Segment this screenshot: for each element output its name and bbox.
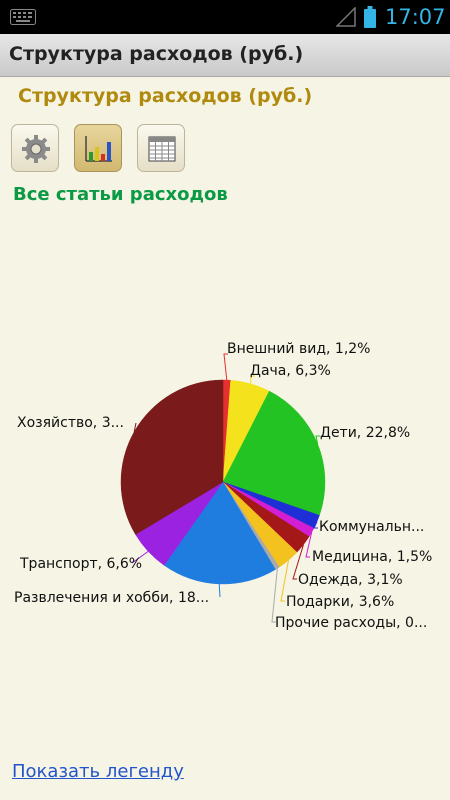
show-legend-link[interactable]: Показать легенду (12, 761, 184, 782)
pie-slice-label: Медицина, 1,5% (312, 549, 432, 565)
window-title: Структура расходов (руб.) (9, 43, 304, 65)
pie-leader-line (271, 568, 278, 623)
page-heading: Структура расходов (руб.) (18, 85, 313, 107)
pie-slice-label: Коммунальн... (319, 519, 424, 535)
pie-slice-label: Хозяйство, 3... (17, 415, 124, 431)
pie-leader-line (223, 353, 228, 381)
expense-pie-chart: Внешний вид, 1,2% Дача, 6,3% Дети, 22,8% Ко… (14, 341, 432, 631)
pie-slice-label: Транспорт, 6,6% (19, 556, 142, 572)
table-view-button[interactable] (137, 124, 185, 172)
pie-leader-line (315, 435, 320, 444)
pie-slice-label: Дача, 6,3% (250, 363, 331, 379)
pie-slice-label: Развлечения и хобби, 18... (14, 590, 209, 606)
pie-slice-label: Подарки, 3,6% (286, 594, 394, 610)
battery-icon (364, 6, 376, 28)
pie-leader-line (292, 544, 304, 580)
pie-leader-line (250, 375, 255, 384)
pie-leader-line (218, 583, 221, 598)
keyboard-icon (10, 9, 36, 25)
clock: 17:07 (385, 5, 446, 29)
pie-leader-line (280, 560, 289, 602)
settings-button[interactable] (11, 124, 59, 172)
table-grid-icon (148, 136, 176, 162)
pie-slice-label: Дети, 22,8% (320, 425, 410, 441)
pie-slice-label: Прочие расходы, 0... (275, 615, 427, 631)
pie-leader-line (313, 521, 318, 529)
pie-slice-label: Одежда, 3,1% (298, 572, 403, 588)
pie-slice[interactable] (120, 379, 224, 535)
bar-chart-icon (85, 136, 112, 162)
chart-view-button[interactable] (74, 124, 122, 172)
pie-leader-line (131, 550, 149, 564)
pie-slice[interactable] (163, 481, 276, 585)
pie-leader-line (305, 532, 313, 558)
gear-icon (22, 135, 50, 163)
pie-leader-line (133, 422, 137, 432)
section-title: Все статьи расходов (13, 184, 228, 205)
status-bar: 17:07 (0, 0, 450, 34)
pie-slice-label: Внешний вид, 1,2% (227, 341, 370, 357)
signal-icon (336, 7, 356, 27)
title-bar: Структура расходов (руб.) (0, 34, 450, 77)
